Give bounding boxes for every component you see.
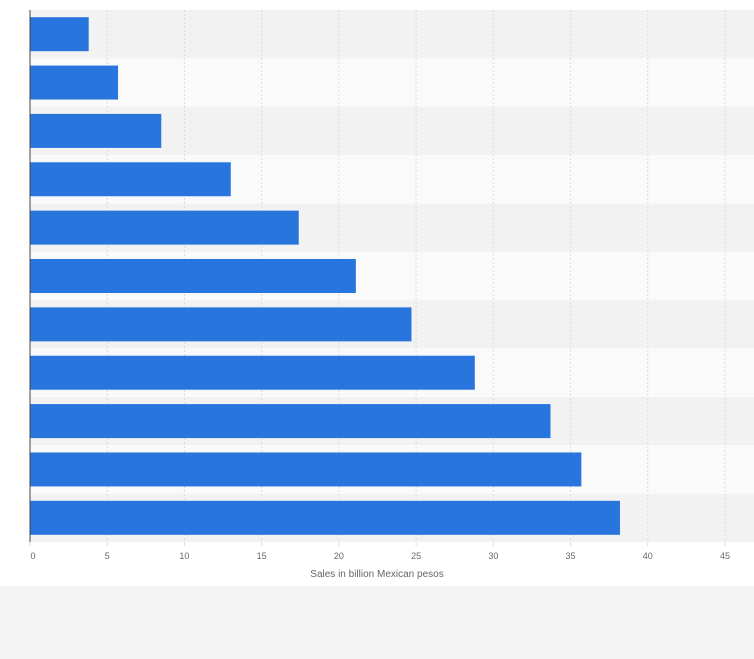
bar — [30, 307, 412, 342]
bar — [30, 404, 551, 439]
x-tick-label: 15 — [257, 551, 267, 561]
row-band — [30, 10, 754, 59]
bar — [30, 500, 620, 535]
bar — [30, 210, 299, 245]
bar — [30, 259, 356, 293]
bar — [30, 17, 89, 52]
x-tick-label: 40 — [643, 551, 653, 561]
x-axis-title: Sales in billion Mexican pesos — [310, 569, 443, 580]
x-tick-label: 35 — [566, 551, 576, 561]
bar — [30, 113, 162, 148]
x-tick-label: 30 — [488, 551, 498, 561]
bars — [30, 17, 620, 535]
x-tick-label: 45 — [720, 551, 730, 561]
bar — [30, 162, 231, 197]
x-tick-label: 20 — [334, 551, 344, 561]
x-axis-ticks: 0 5 10 15 20 25 30 35 40 45 — [29, 542, 730, 561]
x-tick-label: 25 — [411, 551, 421, 561]
x-tick-label: 10 — [179, 551, 189, 561]
row-band — [30, 58, 754, 107]
footer-area — [0, 586, 754, 659]
bar — [30, 355, 475, 390]
x-tick-label: 5 — [105, 551, 110, 561]
bar — [30, 452, 582, 487]
x-tick-label: 0 — [30, 551, 35, 561]
bar — [30, 65, 119, 100]
